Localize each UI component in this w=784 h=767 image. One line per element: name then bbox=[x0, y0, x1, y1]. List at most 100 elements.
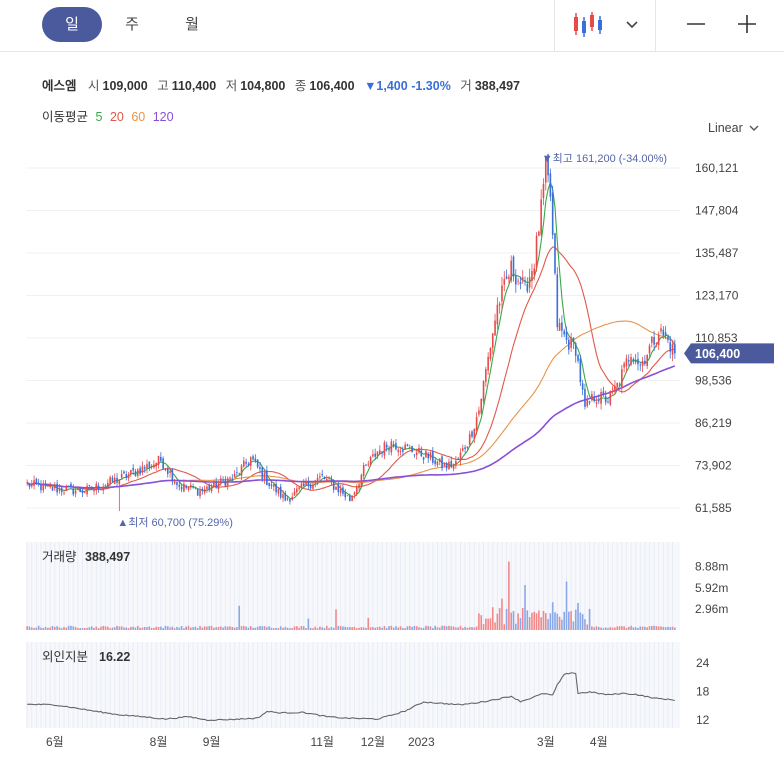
candle-body bbox=[291, 496, 294, 500]
candle-body bbox=[49, 486, 52, 487]
candle-body bbox=[335, 486, 337, 490]
volume-bar bbox=[113, 627, 116, 630]
ma-5-label[interactable]: 5 bbox=[95, 110, 103, 124]
candle-body bbox=[88, 485, 91, 486]
volume-bar bbox=[240, 626, 243, 630]
scale-mode-label: Linear bbox=[708, 121, 743, 135]
candle-body bbox=[134, 471, 137, 477]
tab-weekly[interactable]: 주 bbox=[125, 16, 139, 33]
volume-bar bbox=[164, 625, 167, 630]
volume-bar bbox=[434, 625, 436, 630]
chart-toolbar: 일 주 월 bbox=[0, 0, 784, 52]
candle-body bbox=[395, 443, 397, 450]
candle-body bbox=[26, 482, 28, 484]
candle-body bbox=[662, 329, 665, 336]
volume-bar bbox=[468, 627, 471, 630]
candle-body bbox=[429, 452, 432, 459]
candle-body bbox=[125, 474, 128, 478]
volume-bar bbox=[362, 627, 365, 630]
volume-bar bbox=[344, 626, 347, 630]
candle-body bbox=[457, 458, 459, 460]
high-value: 110,400 bbox=[171, 79, 217, 93]
candle-body bbox=[118, 479, 121, 485]
candle-body bbox=[330, 479, 333, 483]
candle-body bbox=[104, 485, 107, 486]
volume-bar bbox=[510, 612, 513, 630]
candle-body bbox=[180, 486, 183, 490]
volume-bar bbox=[30, 627, 33, 630]
candle-body bbox=[63, 492, 65, 494]
volume-bar bbox=[238, 605, 241, 630]
change-percent: -1.30% bbox=[411, 79, 451, 93]
candle-body bbox=[558, 323, 561, 331]
candle-body bbox=[196, 488, 199, 496]
candle-body bbox=[213, 480, 215, 487]
ma-20-label[interactable]: 20 bbox=[109, 110, 124, 124]
tab-daily[interactable]: 일 bbox=[42, 7, 102, 42]
zoom-out-button[interactable] bbox=[682, 10, 712, 40]
volume-bar bbox=[526, 610, 529, 630]
candle-body bbox=[510, 260, 513, 281]
volume-bar bbox=[44, 626, 47, 630]
candle-body bbox=[602, 391, 605, 395]
candle-body bbox=[123, 471, 125, 474]
volume-bar bbox=[192, 627, 194, 630]
volume-bar bbox=[538, 610, 540, 630]
volume-bar bbox=[60, 628, 63, 630]
candle-body bbox=[155, 463, 158, 467]
candle-body bbox=[233, 473, 236, 478]
candle-body bbox=[556, 274, 559, 328]
candle-body bbox=[44, 483, 47, 486]
scale-mode-selector[interactable]: Linear bbox=[708, 121, 759, 135]
volume-bar bbox=[408, 625, 411, 630]
candle-body bbox=[591, 394, 593, 401]
candle-body bbox=[65, 486, 68, 491]
candle-body bbox=[187, 487, 190, 490]
tab-monthly[interactable]: 월 bbox=[185, 16, 199, 33]
volume-bar bbox=[505, 608, 508, 630]
candle-body bbox=[293, 491, 296, 496]
candle-body bbox=[367, 463, 370, 465]
ma-legend-label: 이동평균 bbox=[42, 110, 89, 124]
volume-bar bbox=[630, 625, 632, 630]
candle-body bbox=[150, 465, 153, 468]
chart-type-selector[interactable] bbox=[570, 9, 650, 41]
candle-body bbox=[604, 396, 607, 403]
volume-bar bbox=[325, 625, 328, 630]
volume-bar bbox=[641, 626, 644, 630]
candle-body bbox=[448, 461, 450, 470]
candle-body bbox=[385, 444, 388, 448]
volume-bar bbox=[169, 627, 171, 630]
ma-60-label[interactable]: 60 bbox=[131, 110, 146, 124]
volume-bar bbox=[35, 627, 38, 630]
ma-120-label[interactable]: 120 bbox=[152, 110, 174, 124]
candle-body bbox=[397, 449, 400, 452]
candle-body bbox=[475, 416, 478, 431]
ma-5-line bbox=[26, 180, 676, 500]
volume-bar bbox=[314, 626, 317, 630]
volume-bar bbox=[623, 626, 625, 630]
volume-bar bbox=[485, 618, 487, 630]
volume-bar bbox=[657, 626, 660, 630]
candle-body bbox=[441, 456, 443, 469]
candle-body bbox=[226, 478, 229, 486]
volume-bar bbox=[224, 626, 227, 630]
volume-bar bbox=[130, 626, 132, 630]
volume-bar bbox=[360, 627, 363, 630]
volume-bar bbox=[531, 612, 533, 630]
candle-body bbox=[60, 487, 63, 493]
candle-body bbox=[67, 485, 70, 487]
volume-bar bbox=[252, 627, 254, 630]
zoom-in-button[interactable] bbox=[734, 10, 764, 40]
volume-bar bbox=[577, 602, 579, 630]
volume-bar bbox=[498, 608, 501, 630]
candle-body bbox=[464, 447, 466, 450]
candle-body bbox=[231, 478, 234, 480]
volume-bar bbox=[644, 626, 646, 630]
volume-bar bbox=[217, 626, 220, 630]
candle-body bbox=[535, 235, 538, 268]
candle-body bbox=[570, 337, 572, 348]
candle-body bbox=[240, 465, 243, 476]
volume-bar bbox=[208, 626, 211, 630]
